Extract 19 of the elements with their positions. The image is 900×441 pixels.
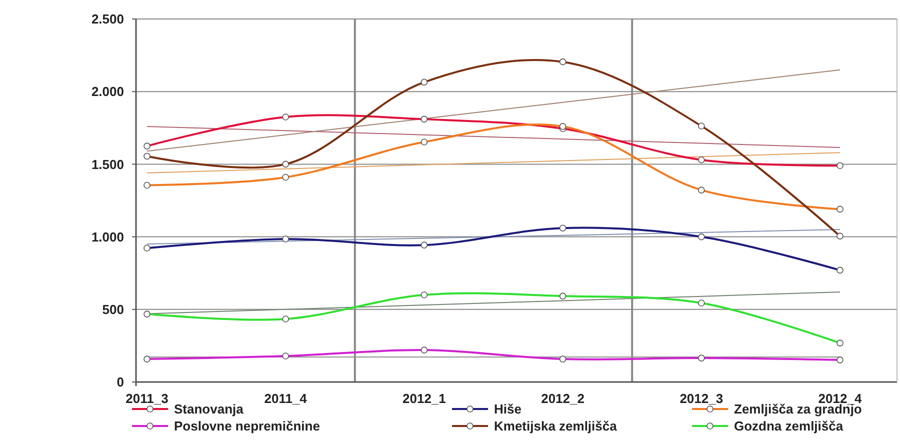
legend-label: Stanovanja [174,402,244,417]
y-tick-label: 2.000 [91,84,124,100]
legend-label: Kmetijska zemljišča [494,418,618,434]
y-tick-label: 1.000 [91,229,124,244]
y-tick-label: 2.500 [91,12,124,27]
y-tick-label: 500 [102,302,124,317]
y-tick-label: 0 [116,374,124,390]
legend-label: Gozdna zemljišča [734,418,844,434]
line-series [146,69,840,152]
legend-label: Poslovne nepremičnine [174,418,320,434]
x-tick-label: 2012_2 [541,391,584,406]
line-series [146,152,840,174]
line-series [146,126,840,148]
x-tick-label: 2011_3 [126,391,168,406]
x-tick-label: 2011_4 [264,391,308,406]
x-tick-label: 2012_1 [402,391,446,406]
x-tick-label: 2012_3 [680,391,724,406]
y-tick-label: 1.500 [91,156,124,172]
legend-label: Hiše [494,402,522,417]
